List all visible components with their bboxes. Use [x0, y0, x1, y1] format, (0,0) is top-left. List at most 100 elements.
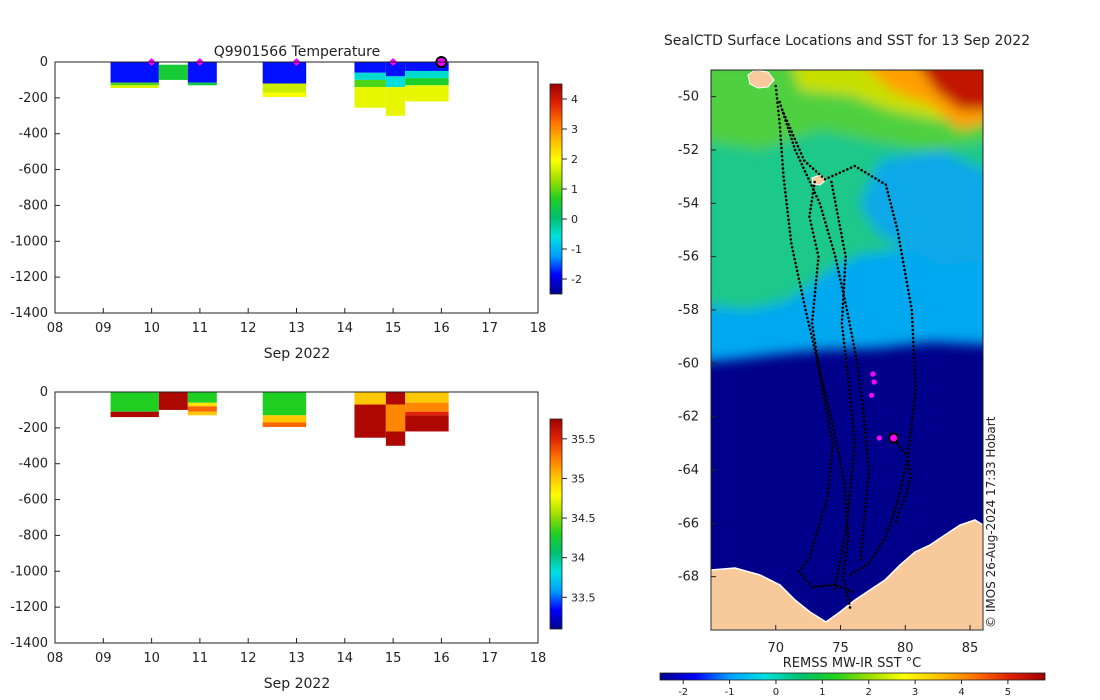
track-point [813, 294, 816, 298]
track-point [842, 537, 846, 541]
track-point [848, 498, 851, 501]
track-point [846, 510, 850, 513]
track-point [904, 276, 908, 280]
track-point [907, 447, 911, 451]
longitude-tick-label: 75 [832, 641, 849, 656]
profile-band [262, 83, 307, 93]
sst-colorbar-tick-label: 0 [773, 687, 779, 698]
track-point [894, 221, 897, 224]
track-point [793, 257, 796, 261]
profile-band [354, 62, 386, 73]
track-point [791, 134, 795, 137]
track-point [811, 314, 815, 317]
track-point [845, 522, 849, 525]
track-point [865, 444, 868, 447]
date-tick-label: 10 [143, 651, 160, 666]
track-point [884, 183, 888, 186]
track-point [816, 529, 819, 533]
latitude-tick-label: -60 [678, 356, 699, 371]
track-point [856, 366, 860, 369]
sst-colorbar-tick-label: 3 [912, 687, 918, 698]
track-point [845, 308, 849, 312]
track-point [799, 285, 802, 288]
track-point [791, 141, 795, 144]
track-point [831, 247, 835, 251]
track-point [836, 266, 840, 270]
depth-tick-label: -600 [18, 163, 48, 178]
track-point [796, 144, 800, 148]
profile-band [405, 70, 449, 79]
colorbar-tick-label: 2 [571, 153, 578, 166]
current-location [888, 432, 900, 444]
track-point [820, 384, 824, 388]
track-point [834, 255, 837, 258]
track-point [830, 184, 834, 188]
longitude-tick-label: 85 [962, 641, 979, 656]
track-point [808, 328, 812, 331]
track-point [839, 278, 842, 281]
track-point [818, 585, 821, 588]
track-point [842, 290, 845, 294]
track-point [870, 175, 874, 178]
track-point [845, 361, 848, 364]
colorbar-tick-label: 4 [571, 93, 578, 106]
track-point [834, 204, 838, 207]
track-point [785, 202, 789, 206]
track-point [846, 312, 850, 316]
track-point [813, 239, 817, 242]
profile-band [354, 87, 386, 108]
track-point [843, 563, 846, 566]
track-point [846, 373, 850, 376]
track-point [786, 214, 790, 218]
track-point [885, 531, 889, 535]
track-point [902, 264, 906, 268]
track-point [842, 567, 846, 570]
track-point [826, 415, 829, 418]
depth-tick-label: -600 [18, 493, 48, 508]
latitude-tick-label: -66 [678, 516, 699, 531]
track-point [827, 232, 830, 236]
colorbar-tick-label: -2 [571, 273, 582, 286]
track-point [838, 560, 842, 564]
track-point [863, 170, 867, 174]
date-tick-label: 15 [385, 651, 402, 666]
temperature-colorbar-ticks: 4 3 2 1 0 -1 -2 [562, 93, 582, 286]
track-point [824, 503, 827, 506]
track-point [798, 148, 801, 152]
track-point [779, 134, 782, 137]
profile-band [385, 431, 406, 446]
track-point [778, 100, 781, 104]
colorbar-tick-label: 34.5 [571, 512, 596, 525]
track-point [840, 235, 844, 239]
track-point [806, 320, 810, 324]
track-point [808, 556, 811, 560]
profile-band [187, 411, 217, 416]
track-point [812, 235, 816, 238]
track-point [846, 514, 850, 517]
track-point [859, 558, 862, 561]
track-point [907, 443, 911, 447]
track-point [802, 166, 805, 170]
track-point [859, 554, 863, 557]
track-point [812, 541, 816, 544]
sst-colorbar-ticks: -2 -1 0 1 2 3 4 5 [678, 680, 1011, 698]
track-point [851, 421, 855, 425]
track-point [815, 194, 818, 198]
date-tick-label: 18 [530, 651, 547, 666]
track-point [803, 170, 807, 173]
track-point [780, 146, 783, 150]
track-point [840, 318, 844, 321]
latitude-tick-label: -54 [678, 196, 699, 211]
track-point [839, 462, 843, 466]
track-point [861, 534, 864, 537]
track-point [866, 452, 869, 455]
track-point [851, 462, 855, 465]
profile-band [262, 92, 307, 97]
profile-band [385, 392, 406, 405]
track-point [821, 388, 824, 392]
track-point [812, 343, 816, 347]
track-point [814, 345, 817, 349]
track-point [842, 169, 845, 173]
track-point [782, 112, 786, 115]
track-point [830, 438, 834, 441]
